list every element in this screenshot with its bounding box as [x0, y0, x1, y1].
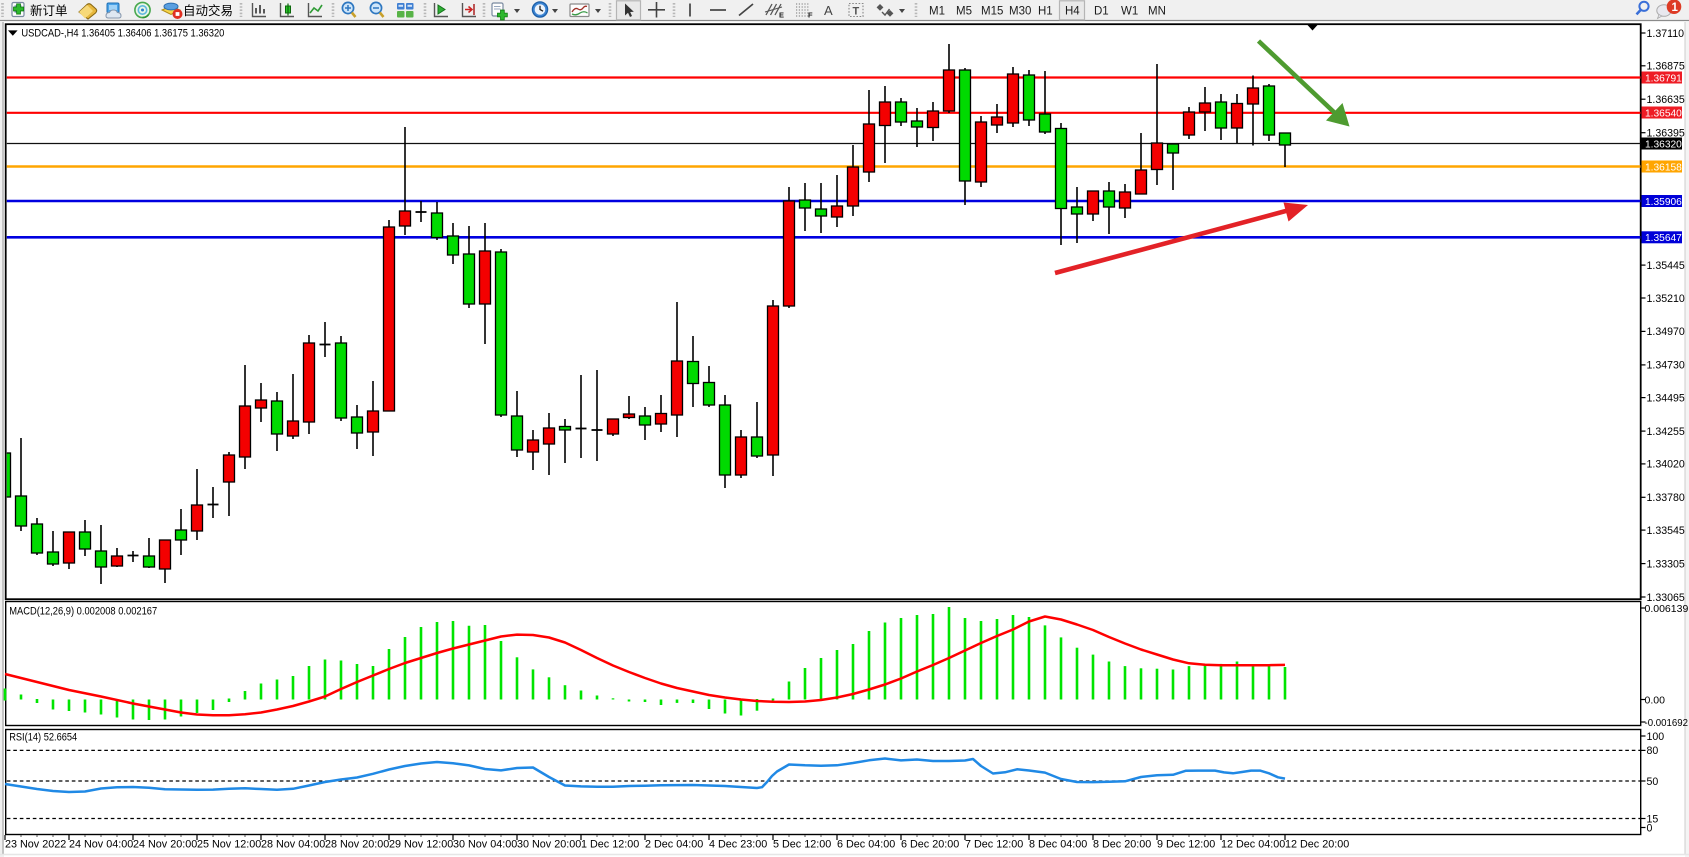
svg-text:A: A — [824, 3, 833, 18]
svg-text:15: 15 — [1647, 813, 1659, 825]
svg-text:1.34730: 1.34730 — [1647, 360, 1685, 372]
svg-text:H1: H1 — [1038, 6, 1053, 18]
svg-text:1.36158: 1.36158 — [1645, 162, 1682, 173]
svg-text:4 Dec 23:00: 4 Dec 23:00 — [709, 839, 767, 851]
svg-text:自动交易: 自动交易 — [183, 3, 233, 18]
svg-text:12 Dec 04:00: 12 Dec 04:00 — [1221, 839, 1285, 851]
svg-text:2 Dec 04:00: 2 Dec 04:00 — [645, 839, 703, 851]
svg-text:80: 80 — [1647, 745, 1659, 757]
svg-text:M15: M15 — [981, 6, 1003, 18]
svg-text:30 Nov 04:00: 30 Nov 04:00 — [453, 839, 517, 851]
svg-text:E: E — [779, 11, 784, 20]
svg-text:23 Nov 2022: 23 Nov 2022 — [5, 839, 66, 851]
svg-text:-0.001692: -0.001692 — [1645, 717, 1689, 729]
svg-text:0.006139: 0.006139 — [1645, 603, 1689, 615]
svg-text:8 Dec 20:00: 8 Dec 20:00 — [1093, 839, 1151, 851]
svg-text:1.34495: 1.34495 — [1647, 392, 1685, 404]
svg-text:D1: D1 — [1094, 6, 1109, 18]
svg-text:1.33780: 1.33780 — [1647, 492, 1685, 504]
svg-text:MN: MN — [1148, 6, 1166, 18]
svg-text:1.36395: 1.36395 — [1647, 128, 1685, 140]
svg-text:7 Dec 12:00: 7 Dec 12:00 — [965, 839, 1023, 851]
svg-text:0: 0 — [1647, 822, 1653, 834]
svg-text:T: T — [853, 6, 860, 18]
svg-text:28 Nov 20:00: 28 Nov 20:00 — [325, 839, 389, 851]
svg-text:1.36791: 1.36791 — [1645, 73, 1682, 84]
svg-text:1 Dec 12:00: 1 Dec 12:00 — [581, 839, 639, 851]
svg-text:1.35445: 1.35445 — [1647, 260, 1685, 272]
svg-text:W1: W1 — [1121, 6, 1138, 18]
svg-text:1.36635: 1.36635 — [1647, 94, 1685, 106]
svg-text:1.33305: 1.33305 — [1647, 558, 1685, 570]
svg-text:1.36540: 1.36540 — [1645, 108, 1682, 119]
svg-text:6 Dec 04:00: 6 Dec 04:00 — [837, 839, 895, 851]
svg-text:50: 50 — [1647, 776, 1659, 788]
svg-text:1.36875: 1.36875 — [1647, 61, 1685, 73]
svg-text:1.34020: 1.34020 — [1647, 459, 1685, 471]
svg-text:1.37110: 1.37110 — [1647, 28, 1685, 40]
svg-text:M1: M1 — [929, 6, 945, 18]
svg-text:24 Nov 04:00: 24 Nov 04:00 — [69, 839, 133, 851]
svg-text:29 Nov 12:00: 29 Nov 12:00 — [389, 839, 453, 851]
svg-text:USDCAD-,H4 1.36405 1.36406 1.: USDCAD-,H4 1.36405 1.36406 1.36175 1.363… — [21, 27, 224, 39]
svg-text:24 Nov 20:00: 24 Nov 20:00 — [133, 839, 197, 851]
svg-text:25 Nov 12:00: 25 Nov 12:00 — [197, 839, 261, 851]
svg-text:新订单: 新订单 — [30, 3, 68, 18]
svg-text:1: 1 — [1672, 2, 1679, 14]
svg-text:M5: M5 — [956, 6, 972, 18]
svg-text:30 Nov 20:00: 30 Nov 20:00 — [517, 839, 581, 851]
svg-text:1.35210: 1.35210 — [1647, 293, 1685, 305]
svg-text:1.36320: 1.36320 — [1645, 139, 1682, 150]
svg-text:0.00: 0.00 — [1645, 694, 1666, 706]
svg-text:5 Dec 12:00: 5 Dec 12:00 — [773, 839, 831, 851]
svg-text:6 Dec 20:00: 6 Dec 20:00 — [901, 839, 959, 851]
svg-text:1.35647: 1.35647 — [1645, 233, 1682, 244]
svg-text:1.35906: 1.35906 — [1645, 197, 1682, 208]
svg-text:1.34255: 1.34255 — [1647, 426, 1685, 438]
svg-text:1.33065: 1.33065 — [1647, 592, 1685, 604]
svg-text:1.34970: 1.34970 — [1647, 326, 1685, 338]
svg-text:1.33545: 1.33545 — [1647, 525, 1685, 537]
svg-text:RSI(14) 52.6654: RSI(14) 52.6654 — [9, 732, 77, 744]
svg-text:9 Dec 12:00: 9 Dec 12:00 — [1157, 839, 1215, 851]
svg-text:8 Dec 04:00: 8 Dec 04:00 — [1029, 839, 1087, 851]
svg-text:H4: H4 — [1065, 6, 1080, 18]
svg-text:F: F — [808, 11, 813, 20]
svg-text:12 Dec 20:00: 12 Dec 20:00 — [1285, 839, 1349, 851]
svg-text:MACD(12,26,9) 0.002008 0.00216: MACD(12,26,9) 0.002008 0.002167 — [9, 606, 157, 618]
svg-text:28 Nov 04:00: 28 Nov 04:00 — [261, 839, 325, 851]
svg-text:M30: M30 — [1009, 6, 1031, 18]
svg-text:100: 100 — [1647, 731, 1665, 743]
